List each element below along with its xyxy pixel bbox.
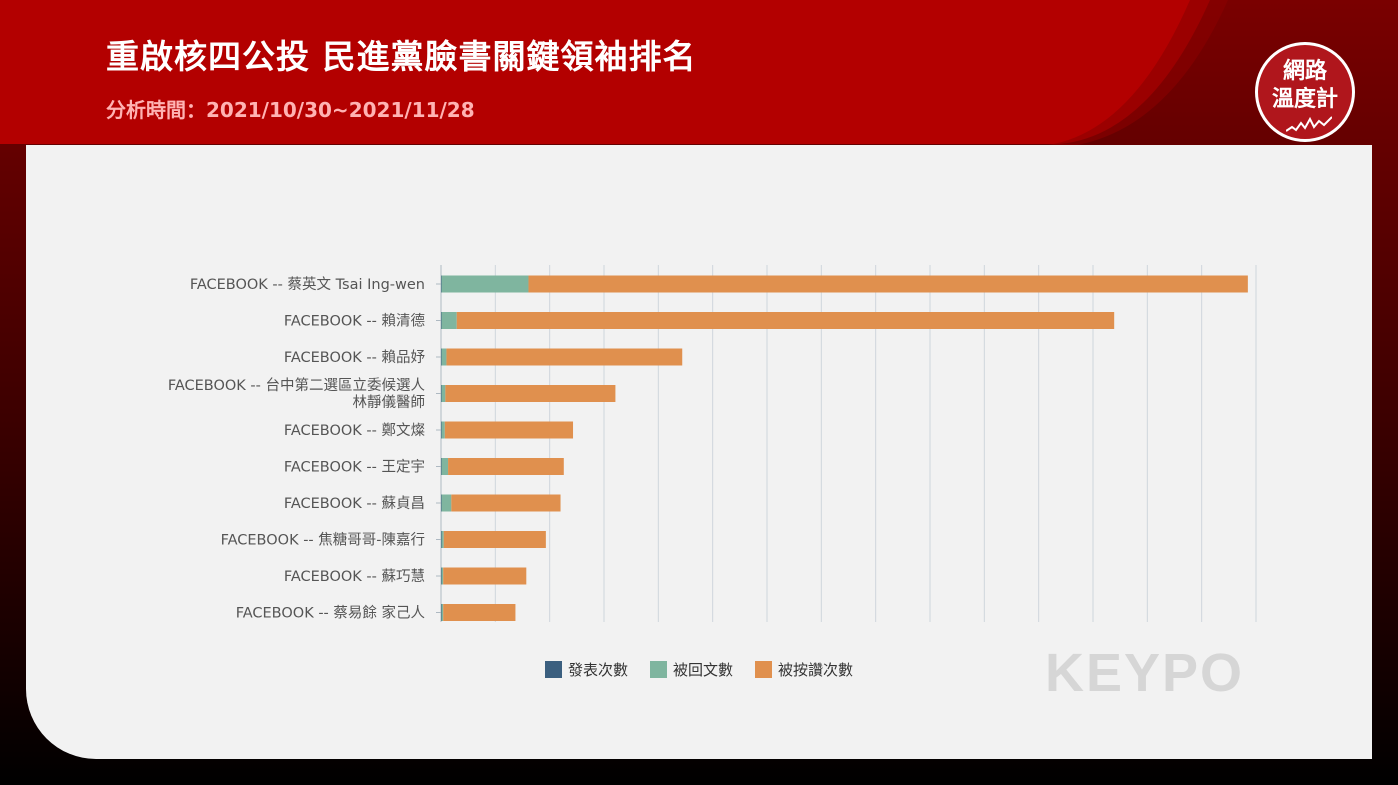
analysis-period: 分析時間：2021/10/30~2021/11/28: [106, 98, 475, 122]
category-label: FACEBOOK -- 賴清德: [284, 313, 425, 330]
header-banner: [0, 0, 1398, 160]
bar-segment-likes: [456, 312, 1115, 329]
category-label: FACEBOOK -- 蔡易餘 家己人: [236, 605, 425, 622]
bar-segment-replies: [441, 421, 445, 439]
category-label: FACEBOOK -- 蔡英文 Tsai Ing-wen: [190, 275, 425, 293]
legend-label-likes: 被按讚次數: [778, 660, 854, 679]
bar-segment-replies: [441, 275, 529, 293]
category-label: FACEBOOK -- 鄭文燦: [284, 422, 426, 439]
bar-segment-replies: [441, 494, 452, 512]
legend-item-replies[interactable]: 被回文數: [650, 659, 733, 680]
chart-legend: 發表次數 被回文數 被按讚次數: [545, 657, 853, 681]
bar-segment-posts: [441, 421, 442, 439]
bar-segment-likes: [528, 275, 1248, 293]
category-label: FACEBOOK -- 焦糖哥哥-陳嘉行: [221, 532, 425, 549]
bar-segment-replies: [441, 567, 444, 585]
category-label: FACEBOOK -- 賴品妤: [284, 349, 426, 366]
bar-segment-replies: [441, 312, 457, 329]
legend-label-posts: 發表次數: [568, 660, 629, 679]
category-label: FACEBOOK -- 蘇貞昌: [284, 495, 425, 512]
bar-segment-replies: [441, 385, 446, 402]
legend-item-posts[interactable]: 發表次數: [545, 659, 628, 680]
page-title: 重啟核四公投 民進黨臉書關鍵領袖排名: [106, 37, 697, 76]
bar-segment-posts: [441, 567, 442, 585]
keypo-watermark-logo: KEYPO: [1045, 644, 1244, 700]
bar-segment-replies: [441, 604, 444, 621]
banner-shape: [0, 0, 1228, 146]
bar-segment-replies: [441, 348, 447, 366]
bar-segment-likes: [446, 348, 683, 366]
legend-label-replies: 被回文數: [673, 660, 734, 679]
bar-segment-posts: [441, 458, 442, 475]
brand-badge: 網路 溫度計: [1255, 42, 1355, 142]
bar-segment-likes: [444, 421, 574, 439]
legend-swatch-likes: [755, 660, 773, 678]
category-label: FACEBOOK -- 台中第二選區立委候選人林靜儀醫師: [168, 376, 425, 411]
bar-segment-likes: [443, 531, 546, 548]
bar-segment-likes: [443, 604, 516, 621]
bar-segment-posts: [441, 385, 442, 402]
legend-swatch-replies: [650, 660, 668, 678]
bar-segment-posts: [441, 275, 442, 293]
badge-line1: 網路: [1282, 59, 1327, 84]
bar-segment-likes: [451, 494, 561, 512]
watermark-text: KEYPO: [1045, 644, 1244, 700]
pulse-icon: [1286, 116, 1332, 132]
bar-segment-posts: [441, 348, 442, 366]
bar-segment-posts: [441, 312, 442, 329]
bar-segment-likes: [445, 385, 616, 402]
bar-segment-likes: [443, 567, 527, 585]
bar-segment-likes: [448, 458, 564, 475]
legend-item-likes[interactable]: 被按讚次數: [755, 659, 853, 680]
bar-segment-replies: [441, 531, 444, 548]
bar-segment-posts: [441, 494, 442, 512]
badge-line2: 溫度計: [1271, 87, 1338, 112]
legend-swatch-posts: [545, 660, 562, 678]
category-label: FACEBOOK -- 王定宇: [284, 459, 425, 476]
bar-segment-posts: [441, 604, 442, 621]
bar-segment-posts: [441, 531, 442, 548]
bar-segment-replies: [441, 458, 449, 475]
category-label: FACEBOOK -- 蘇巧慧: [284, 568, 425, 585]
